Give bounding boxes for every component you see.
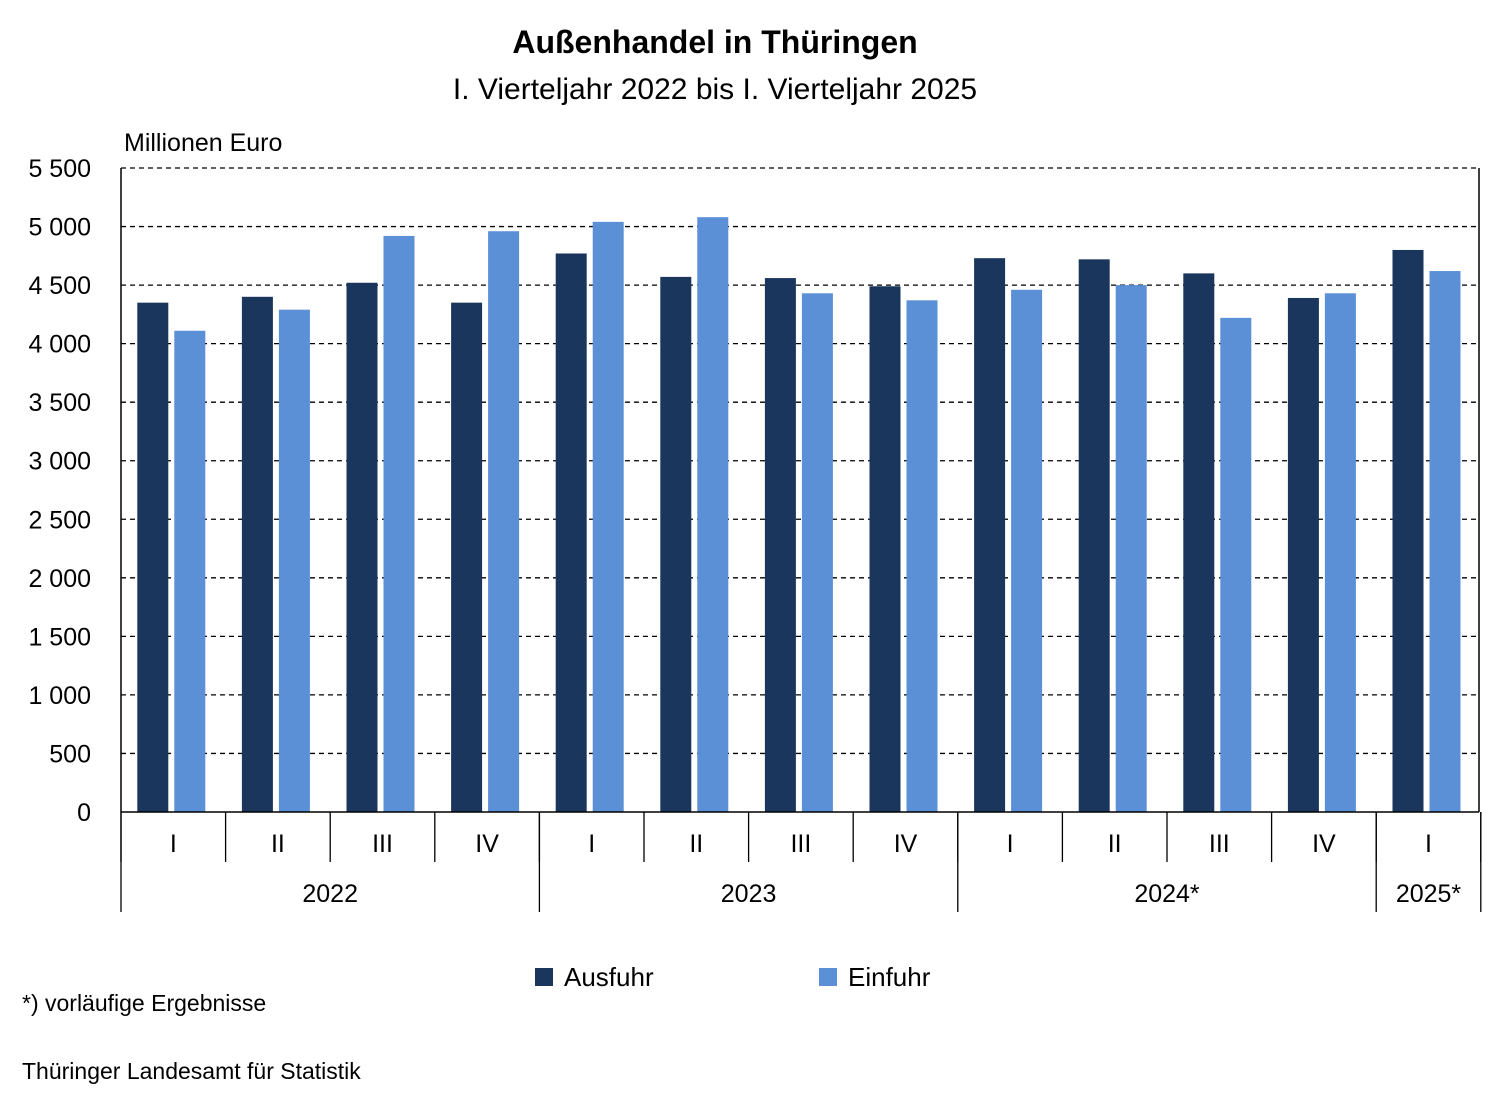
bar-einfuhr: [174, 330, 206, 812]
bar-ausfuhr: [241, 296, 273, 812]
bar-ausfuhr: [764, 278, 796, 813]
x-tick-label: I: [588, 830, 595, 858]
x-tick-label: III: [372, 830, 393, 858]
legend-swatch-einfuhr: [819, 968, 837, 986]
bar-ausfuhr: [869, 286, 901, 812]
legend-label-ausfuhr: Ausfuhr: [564, 962, 654, 992]
bar-ausfuhr: [974, 258, 1006, 812]
legend-swatch-ausfuhr: [535, 968, 553, 986]
bar-einfuhr: [592, 221, 624, 812]
y-axis-unit-label: Millionen Euro: [124, 129, 282, 157]
y-tick-label: 3 000: [28, 448, 91, 476]
bar-einfuhr: [1115, 285, 1147, 812]
legend-label-einfuhr: Einfuhr: [848, 962, 931, 992]
bar-einfuhr: [1011, 289, 1043, 812]
x-group-label: 2022: [302, 880, 358, 908]
y-tick-label: 1 000: [28, 682, 91, 710]
x-tick-label: II: [271, 830, 285, 858]
y-tick-label: 3 500: [28, 389, 91, 417]
source-note: Thüringer Landesamt für Statistik: [22, 1058, 361, 1084]
chart-subtitle: I. Vierteljahr 2022 bis I. Vierteljahr 2…: [453, 73, 977, 106]
y-tick-label: 5 500: [28, 155, 91, 183]
bar-einfuhr: [1220, 317, 1252, 812]
bar-einfuhr: [1429, 271, 1461, 812]
x-tick-label: I: [1425, 830, 1432, 858]
x-tick-label: I: [170, 830, 177, 858]
x-tick-label: III: [1209, 830, 1230, 858]
grid-layer: [121, 167, 1479, 755]
bar-einfuhr: [906, 300, 938, 812]
x-tick-label: IV: [894, 830, 918, 858]
x-group-label: 2025*: [1396, 880, 1462, 908]
bar-einfuhr: [697, 217, 729, 813]
x-tick-label: I: [1007, 830, 1014, 858]
bar-ausfuhr: [451, 302, 483, 812]
x-tick-label: II: [689, 830, 703, 858]
x-group-label: 2024*: [1134, 880, 1200, 908]
bar-ausfuhr: [137, 302, 169, 812]
chart-title: Außenhandel in Thüringen: [512, 24, 917, 60]
y-tick-label: 0: [77, 799, 91, 827]
footnote: *) vorläufige Ergebnisse: [22, 990, 266, 1016]
bar-einfuhr: [383, 235, 415, 812]
y-tick-label: 5 000: [28, 214, 91, 242]
axis-layer: 0 500 1 000 1 500 2 000 2 500 3 000 3 500 4 000 4…: [28, 155, 1482, 912]
bar-ausfuhr: [1392, 249, 1424, 813]
y-tick-label: 4 500: [28, 272, 91, 300]
y-tick-label: 2 500: [28, 506, 91, 534]
bar-ausfuhr: [346, 282, 378, 812]
bar-ausfuhr: [555, 253, 587, 812]
y-tick-label: 500: [49, 740, 91, 768]
bars-layer: [137, 217, 1461, 813]
bar-einfuhr: [1324, 293, 1356, 813]
x-tick-label: II: [1108, 830, 1122, 858]
bar-ausfuhr: [1078, 259, 1110, 812]
bar-einfuhr: [488, 231, 520, 812]
x-tick-label: IV: [1312, 830, 1336, 858]
x-tick-label: III: [790, 830, 811, 858]
bar-ausfuhr: [1287, 297, 1319, 812]
bar-ausfuhr: [660, 276, 692, 812]
x-group-label: 2023: [721, 880, 777, 908]
bar-einfuhr: [801, 293, 833, 813]
x-tick-label: IV: [475, 830, 499, 858]
legend: Ausfuhr Einfuhr: [535, 962, 931, 992]
y-tick-label: 1 500: [28, 623, 91, 651]
bar-einfuhr: [278, 309, 310, 812]
y-tick-label: 4 000: [28, 331, 91, 359]
y-tick-label: 2 000: [28, 565, 91, 593]
bar-ausfuhr: [1183, 273, 1215, 812]
